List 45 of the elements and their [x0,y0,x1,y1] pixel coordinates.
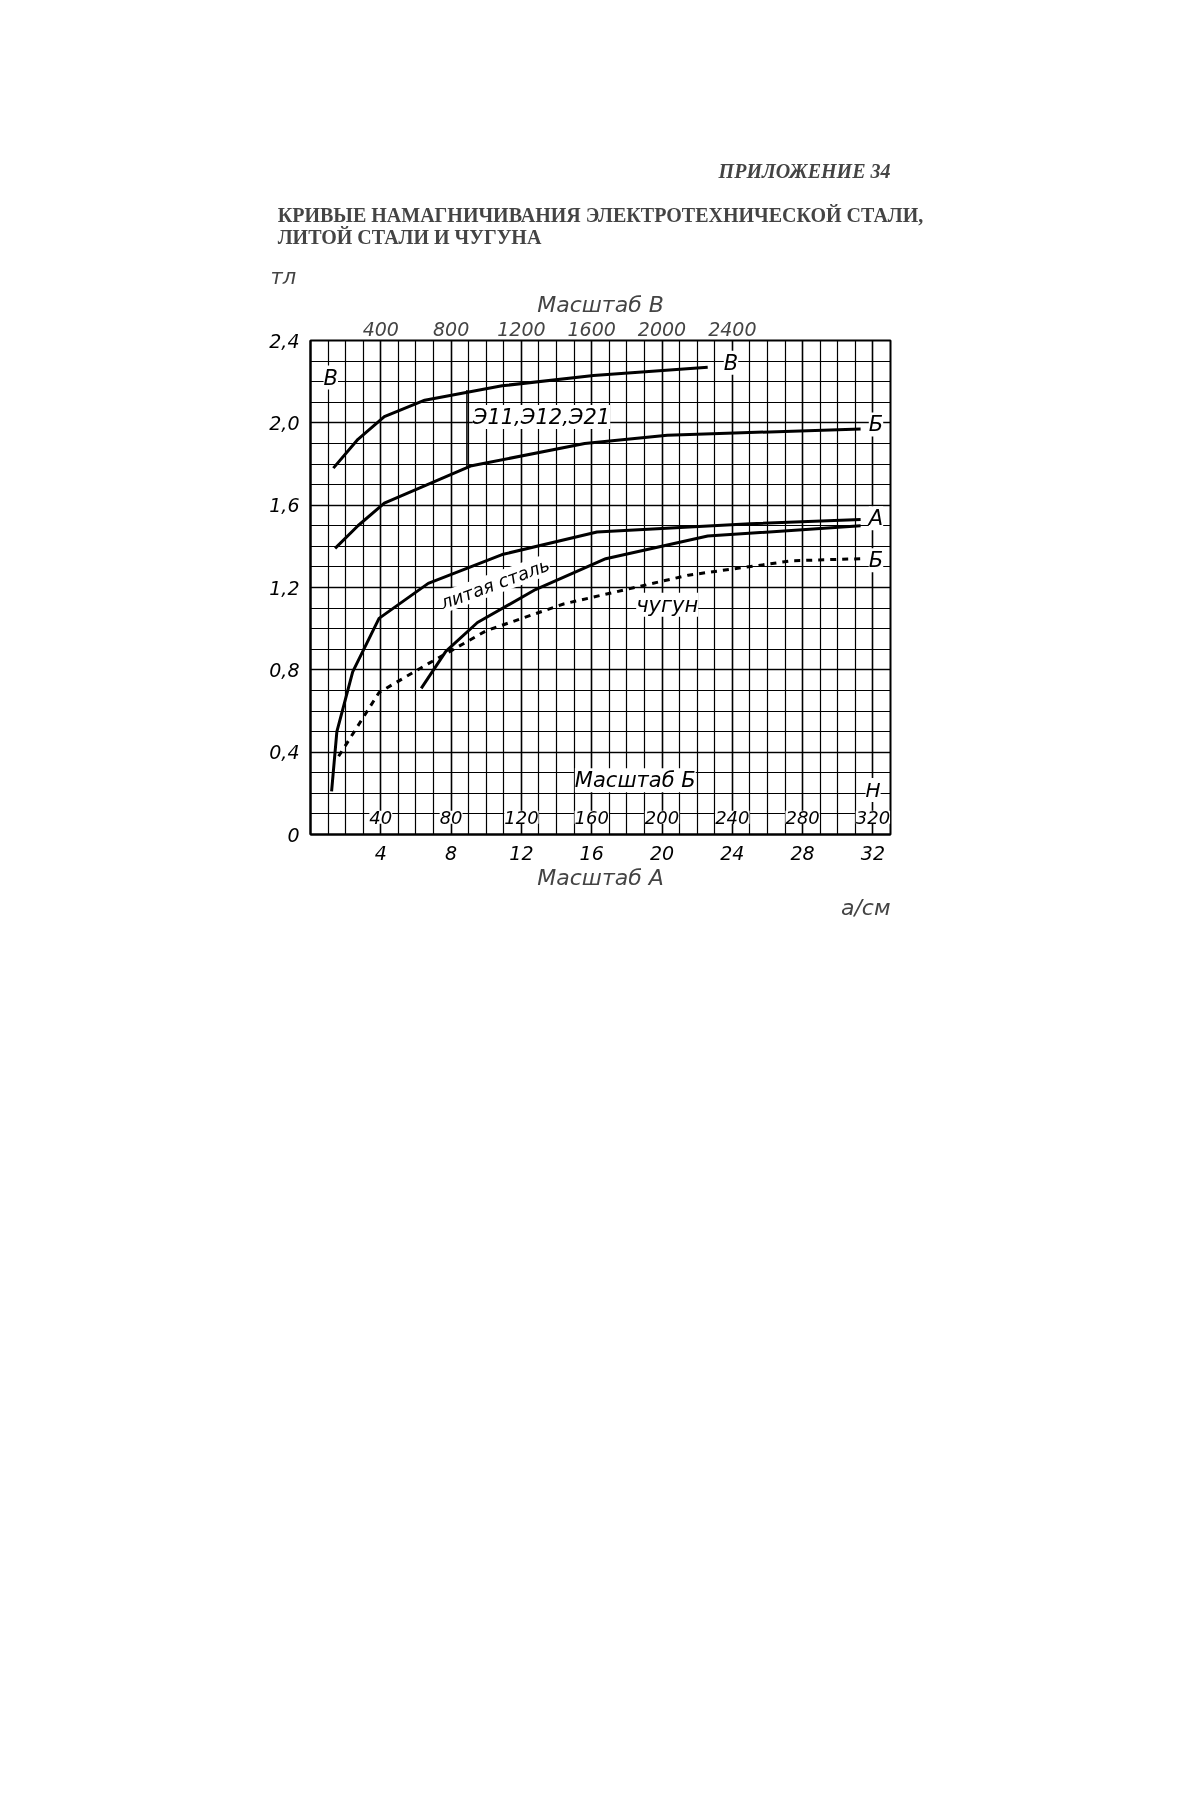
y-tick-label: 0,4 [269,741,300,764]
x-tick-label: 32 [860,841,886,864]
x-axis-title: Масштаб А [537,864,664,890]
y-tick-label: 0 [287,823,300,846]
x-tick-label: 4 [374,841,387,864]
annotation: 320 [855,806,891,828]
x2-tick-label: 1600 [567,317,616,340]
annotation: 200 [644,806,680,828]
x-tick-label: 12 [509,841,534,864]
x2-tick-label: 2400 [708,317,757,340]
x-tick-label: 20 [649,841,675,864]
annotation: 40 [369,806,393,828]
x2-tick-label: 800 [432,317,470,340]
annotation: Э11,Э12,Э21 [471,405,611,430]
x2-tick-label: 1200 [497,317,546,340]
text: а/см [840,894,891,920]
annotation: 280 [785,806,820,828]
y-tick-label: 0,8 [269,658,300,681]
x-tick-label: 8 [445,841,458,864]
annotation: 240 [715,806,750,828]
annotation: 80 [439,806,463,828]
y-tick-label: 2,4 [269,329,300,352]
x-tick-label: 24 [720,841,745,864]
y-axis-title: тл [270,264,297,289]
chart-subtitle: ПРИЛОЖЕНИЕ 34 [717,159,891,182]
x2-axis-title: Масштаб В [537,291,664,317]
annotation: Б [868,412,884,437]
annotation: чугун [636,592,699,617]
annotation: Б [868,548,884,573]
annotation: В [323,365,339,390]
annotation: Масштаб Б [574,768,696,793]
y-tick-label: 2,0 [269,411,300,434]
x2-tick-label: 2000 [637,317,687,340]
x-tick-label: 28 [790,841,815,864]
annotation: А [866,506,884,531]
annotation: Н [865,778,881,803]
x2-tick-label: 400 [362,317,399,340]
x-tick-label: 16 [579,841,604,864]
chart-title: КРИВЫЕ НАМАГНИЧИВАНИЯ ЭЛЕКТРОТЕХНИЧЕСКОЙ СТАЛИ, ЛИТОЙ СТАЛИ И ЧУГУНА [277,203,924,248]
y-tick-label: 1,2 [269,576,300,599]
annotation: 160 [574,806,609,828]
annotation: 120 [504,806,539,828]
y-tick-label: 1,6 [269,494,300,517]
annotation: литая сталь [436,554,553,614]
annotation: В [723,350,739,375]
